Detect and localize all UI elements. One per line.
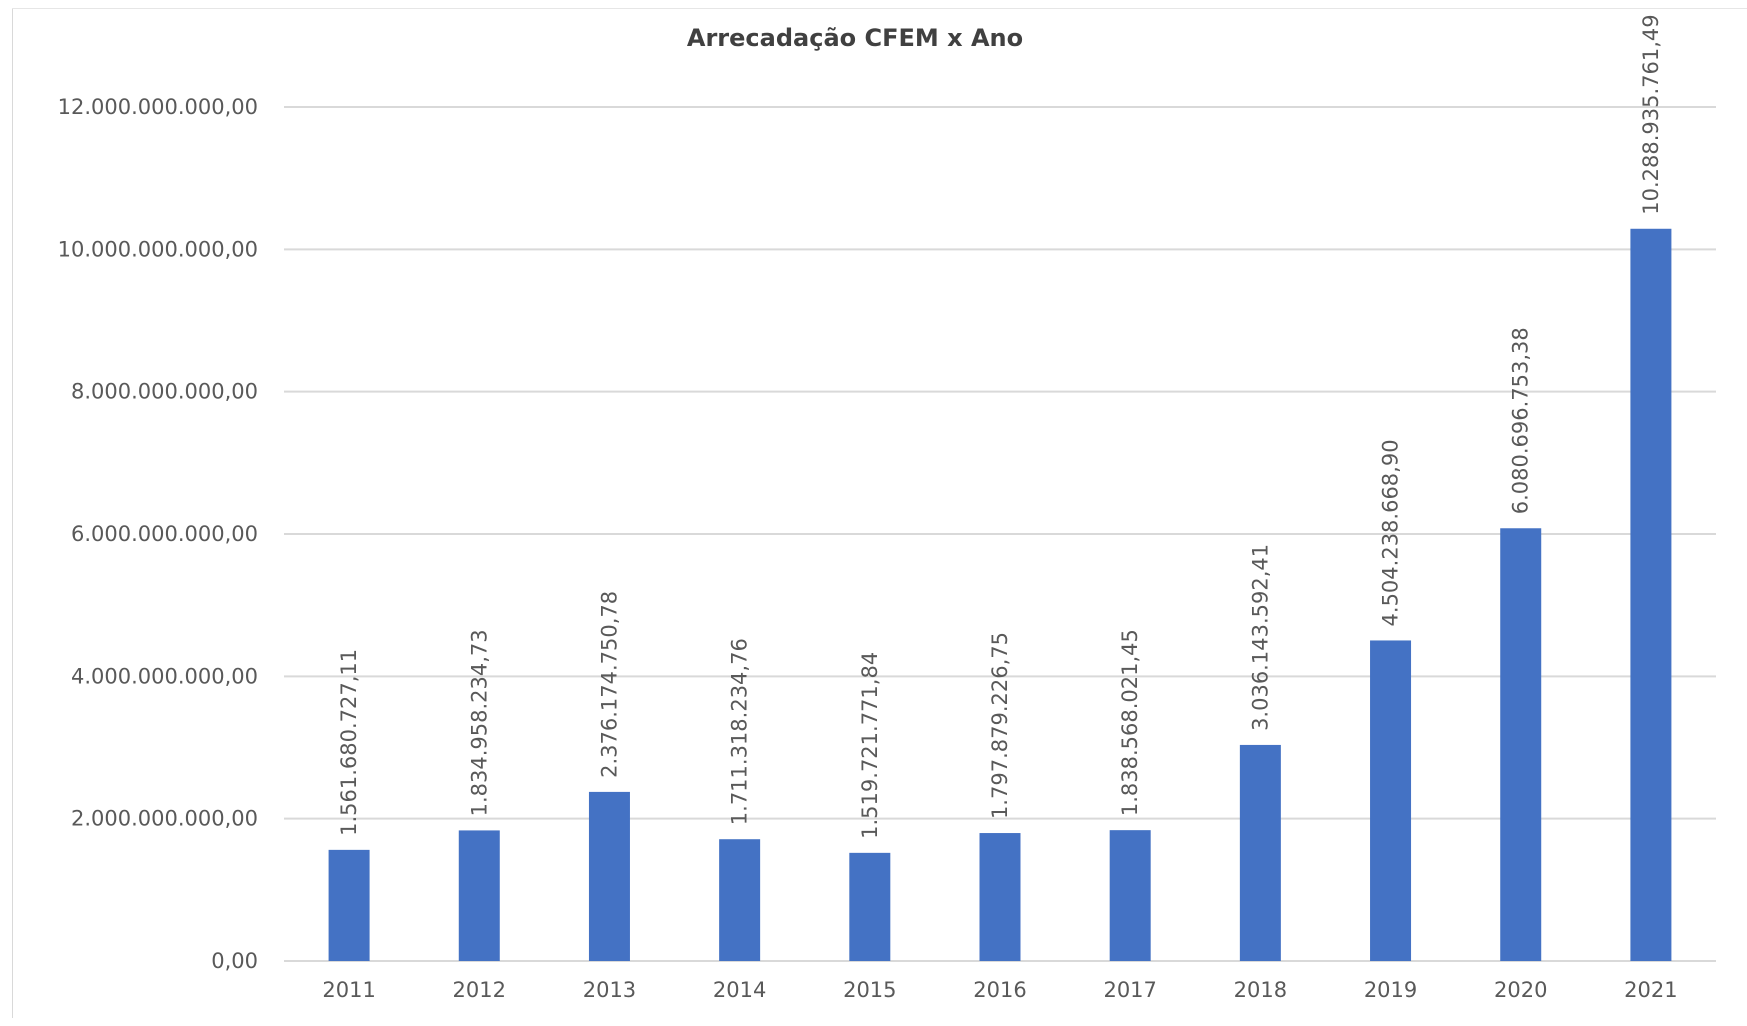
bar-2015	[849, 852, 891, 961]
bar-2021	[1630, 228, 1672, 961]
x-tick-label: 2012	[453, 978, 506, 1002]
x-tick-label: 2021	[1624, 978, 1677, 1002]
data-label-2016: 1.797.879.226,75	[988, 632, 1012, 819]
y-tick-label: 2.000.000.000,00	[71, 807, 258, 831]
data-label-2021: 10.288.935.761,49	[1639, 14, 1663, 214]
bar-2017	[1109, 830, 1151, 961]
x-axis-tick-labels: 2011 2012 2013 2014 2015 2016 2017 2018 2019 2020…	[322, 978, 1677, 1002]
bar-2018	[1239, 744, 1281, 961]
data-label-2014: 1.711.318.234,76	[728, 638, 752, 825]
y-tick-label: 10.000.000.000,00	[58, 237, 258, 261]
bar-2020	[1500, 528, 1542, 961]
data-label-2020: 6.080.696.753,38	[1509, 327, 1533, 514]
data-labels: 1.561.680.727,11 1.834.958.234,73 2.376.17…	[337, 14, 1663, 838]
chart-left-border	[12, 8, 13, 1018]
bar-2016	[979, 833, 1021, 961]
data-label-2018: 3.036.143.592,41	[1248, 544, 1272, 731]
data-label-2015: 1.519.721.771,84	[858, 652, 882, 839]
x-tick-label: 2015	[843, 978, 896, 1002]
x-tick-label: 2017	[1103, 978, 1156, 1002]
x-tick-label: 2020	[1494, 978, 1547, 1002]
x-tick-label: 2018	[1234, 978, 1287, 1002]
bar-2019	[1370, 640, 1412, 961]
bars	[328, 228, 1672, 961]
y-tick-label: 12.000.000.000,00	[58, 95, 258, 119]
data-label-2012: 1.834.958.234,73	[467, 629, 491, 816]
x-tick-label: 2011	[322, 978, 375, 1002]
data-label-2011: 1.561.680.727,11	[337, 649, 361, 836]
chart-title: Arrecadação CFEM x Ano	[687, 24, 1023, 52]
x-tick-label: 2013	[583, 978, 636, 1002]
grid-lines	[284, 106, 1716, 962]
data-label-2017: 1.838.568.021,45	[1118, 629, 1142, 816]
chart-top-border	[12, 8, 1747, 9]
data-label-2013: 2.376.174.750,78	[597, 591, 621, 778]
data-label-2019: 4.504.238.668,90	[1379, 439, 1403, 626]
bar-2011	[328, 849, 370, 961]
x-tick-label: 2019	[1364, 978, 1417, 1002]
y-axis-tick-labels: 0,00 2.000.000.000,00 4.000.000.000,00 6.00…	[58, 95, 258, 973]
x-tick-label: 2014	[713, 978, 766, 1002]
bar-2013	[588, 791, 630, 961]
y-tick-label: 4.000.000.000,00	[71, 664, 258, 688]
y-tick-label: 8.000.000.000,00	[71, 380, 258, 404]
bar-2014	[719, 839, 761, 961]
y-tick-label: 0,00	[211, 949, 258, 973]
y-tick-label: 6.000.000.000,00	[71, 522, 258, 546]
x-tick-label: 2016	[973, 978, 1026, 1002]
bar-2012	[458, 830, 500, 961]
